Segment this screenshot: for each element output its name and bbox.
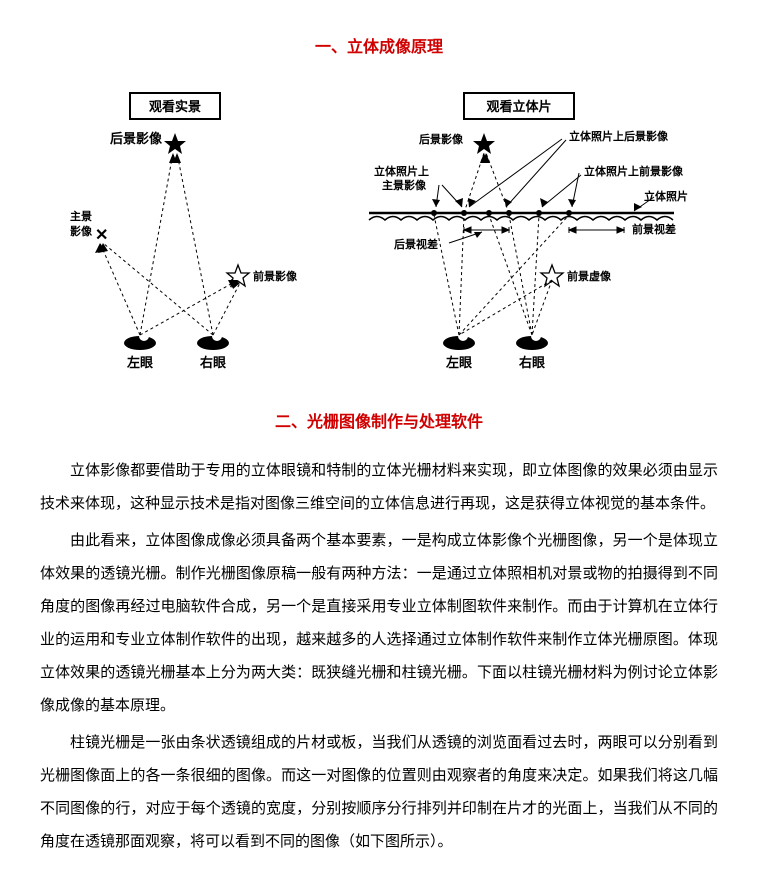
- right-eye-l: 左眼: [445, 355, 472, 370]
- left-title: 观看实景: [148, 99, 200, 114]
- right-back-label: 后景影像: [419, 132, 464, 146]
- left-main-label2: 影像: [70, 224, 93, 238]
- left-main-label1: 主景: [70, 209, 92, 223]
- right-front-parallax: 前景视差: [632, 222, 676, 236]
- diagram-right-svg: 观看立体片 后景影像 立体照片上后景影像 立体照片上前景影像 立体照片 立体照片…: [334, 85, 714, 375]
- diagram-left-svg: 观看实景 后景影像 ✕ 主景 影像 前景影像 左眼 右眼: [45, 85, 305, 375]
- right-title: 观看立体片: [486, 99, 551, 114]
- left-back-label: 后景影像: [110, 131, 163, 146]
- right-back-parallax: 后景视差: [394, 237, 438, 251]
- right-main-l2: 主景影像: [382, 178, 427, 192]
- diagram-left: 观看实景 后景影像 ✕ 主景 影像 前景影像 左眼 右眼: [45, 85, 305, 375]
- right-front-virtual: 前景虚像: [567, 269, 612, 283]
- section-1-heading: 一、立体成像原理: [40, 30, 718, 65]
- left-front-label: 前景影像: [253, 269, 298, 283]
- para-1: 立体影像都要借助于专用的立体眼镜和特制的立体光栅材料来实现，即立体图像的效果必须…: [40, 455, 718, 521]
- right-eye-r: 右眼: [517, 355, 545, 370]
- right-main-l1: 立体照片上: [374, 164, 429, 178]
- diagram-row: 观看实景 后景影像 ✕ 主景 影像 前景影像 左眼 右眼: [40, 85, 718, 375]
- right-top-front: 立体照片上前景影像: [584, 164, 684, 178]
- left-eye-l: 左眼: [126, 355, 153, 370]
- section-2-heading: 二、光栅图像制作与处理软件: [40, 405, 718, 440]
- para-2: 由此看来，立体图像成像必须具备两个基本要素，一是构成立体影像个光栅图像，另一个是…: [40, 525, 718, 723]
- right-photo: 立体照片: [644, 189, 688, 203]
- left-eye-r: 右眼: [198, 355, 226, 370]
- para-3: 柱镜光栅是一张由条状透镜组成的片材或板，当我们从透镜的浏览面看过去时，两眼可以分…: [40, 727, 718, 859]
- svg-text:✕: ✕: [95, 227, 108, 244]
- diagram-right: 观看立体片 后景影像 立体照片上后景影像 立体照片上前景影像 立体照片 立体照片…: [334, 85, 714, 375]
- right-top-back: 立体照片上后景影像: [569, 129, 669, 143]
